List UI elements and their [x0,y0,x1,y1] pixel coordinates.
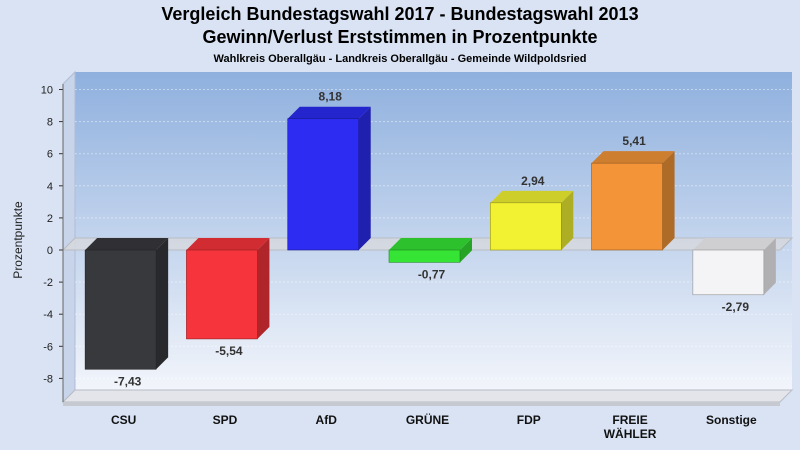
y-axis-label: Prozentpunkte [11,201,25,279]
category-label: CSU [111,413,136,427]
value-label: 2,94 [521,174,545,188]
chart-subtitle: Gewinn/Verlust Erststimmen in Prozentpun… [202,27,598,47]
bar-top [186,238,270,250]
bar-side [662,151,675,250]
plot-floor-edge [63,402,780,406]
bar-fdp [489,190,574,251]
labels: -7,43 CSU -5,54 SPD 8,18 AfD -0,77 GRÜNE 2,94 FDP… [111,90,757,441]
bar-side [358,106,371,250]
category-label: FREIE [612,413,647,427]
value-label: -2,79 [722,300,750,314]
y-tick-label: 6 [47,149,53,161]
bar-front [84,249,157,370]
bar-front [692,249,765,296]
bar-freie-wähler [591,151,675,251]
category-label: FDP [517,413,541,427]
chart-region-subtitle: Wahlkreis Oberallgäu - Landkreis Oberall… [213,53,587,65]
value-label: -0,77 [418,267,446,281]
bar-front [388,249,461,263]
y-tick-label: -2 [43,277,53,289]
bar-csu [84,238,169,370]
y-tick-label: -4 [43,309,53,321]
bar-front [591,162,663,251]
y-tick-label: 8 [47,117,53,129]
category-label: Sonstige [706,413,757,427]
bar-spd [186,238,270,340]
plot-floor [61,389,794,403]
bar-top [692,238,776,250]
y-tick-label: -6 [43,341,53,353]
y-tick-label: -8 [43,373,53,385]
bar-top [490,190,574,203]
plot-back-wall [75,72,792,390]
bar-side [763,238,776,295]
bar-side [561,190,574,250]
value-label: -5,54 [215,344,243,358]
category-label: SPD [213,413,238,427]
bar-side [156,238,169,370]
bar-front [489,202,562,251]
category-label: WÄHLER [604,426,657,441]
bar-front [287,118,360,251]
category-label: GRÜNE [406,412,449,427]
bar-top [287,106,371,119]
axes: 10 8 6 4 2 0 -2 -4 -6 -8 Prozentpunkte [11,84,64,402]
bar-afd [287,106,371,251]
bar-top [389,238,472,250]
bar-side [460,238,472,263]
value-label: 5,41 [622,134,646,148]
bar-side [257,238,270,339]
bar-grüne [388,238,472,263]
bar-sonstige [692,238,776,296]
y-tick-label: 10 [41,85,53,97]
plot-left-wall [62,70,76,404]
bar-top [591,151,675,164]
y-tick-label: 2 [47,213,53,225]
y-tick-label: 0 [47,245,53,257]
category-label: AfD [316,413,338,427]
value-label: -7,43 [114,374,142,388]
y-tick-label: 4 [47,181,53,193]
value-label: 8,18 [319,90,343,104]
bar-top [85,238,169,250]
bars [84,106,776,370]
chart-title: Vergleich Bundestagswahl 2017 - Bundesta… [161,4,639,24]
bar-front [186,249,258,340]
